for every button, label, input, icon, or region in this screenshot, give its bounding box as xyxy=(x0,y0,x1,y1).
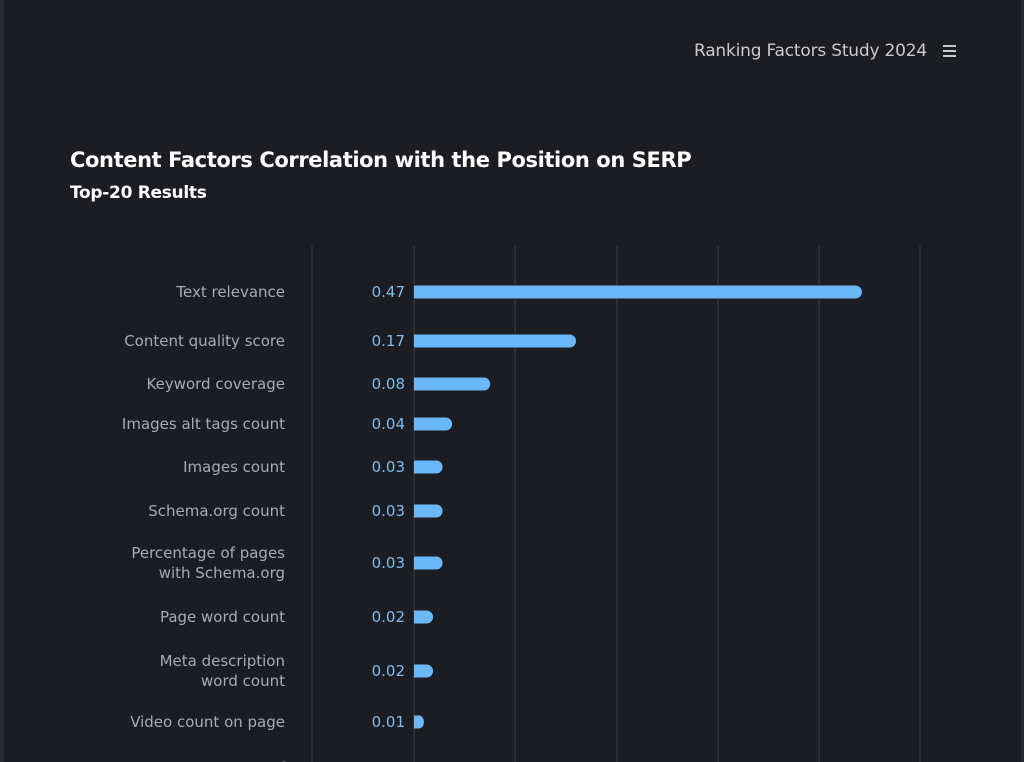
window-left-edge xyxy=(0,0,4,762)
value-label: 0.03 xyxy=(372,554,405,572)
bar xyxy=(414,556,443,570)
bar xyxy=(414,504,443,518)
bar-base xyxy=(414,417,420,431)
chart-title: Content Factors Correlation with the Pos… xyxy=(70,148,692,172)
value-label: 0.04 xyxy=(372,415,405,433)
bar-base xyxy=(414,610,420,624)
category-label: Percentage of pages xyxy=(131,544,285,562)
value-label: 0.08 xyxy=(372,375,405,393)
brand-title: Ranking Factors Study 2024 xyxy=(693,41,927,61)
bar-base xyxy=(414,285,420,299)
category-label: Page word count xyxy=(160,608,285,626)
chart-subtitle: Top-20 Results xyxy=(70,183,207,203)
value-label: 0.03 xyxy=(372,502,405,520)
category-label: Images alt tags count xyxy=(122,415,285,433)
category-label: Meta description xyxy=(160,652,285,670)
hamburger-menu-icon[interactable] xyxy=(943,45,956,57)
value-label: 0.02 xyxy=(372,608,405,626)
category-label: Percentage of xyxy=(181,759,285,762)
bar-base xyxy=(414,715,420,729)
bar xyxy=(414,460,443,474)
category-label: Images count xyxy=(183,458,285,476)
value-label: 0.01 xyxy=(372,713,405,731)
bar-base xyxy=(414,334,420,348)
bar-base xyxy=(414,664,420,678)
category-label: Text relevance xyxy=(175,283,285,301)
bar-base xyxy=(414,504,420,518)
category-label: Content quality score xyxy=(124,332,285,350)
category-label: word count xyxy=(201,672,285,690)
value-label: 0.03 xyxy=(372,458,405,476)
bar xyxy=(414,334,577,348)
bar xyxy=(414,417,453,431)
bar-base xyxy=(414,556,420,570)
bar-base xyxy=(414,377,420,391)
category-label: Video count on page xyxy=(130,713,285,731)
bar-base xyxy=(414,460,420,474)
category-label: Keyword coverage xyxy=(147,375,285,393)
window-right-edge xyxy=(1021,0,1024,762)
category-label: Schema.org count xyxy=(148,502,285,520)
bar xyxy=(414,285,862,299)
value-label: 0.02 xyxy=(372,662,405,680)
category-label: with Schema.org xyxy=(159,564,285,582)
value-label: 0.17 xyxy=(372,332,405,350)
bar xyxy=(414,377,491,391)
value-label: 0.47 xyxy=(372,283,405,301)
